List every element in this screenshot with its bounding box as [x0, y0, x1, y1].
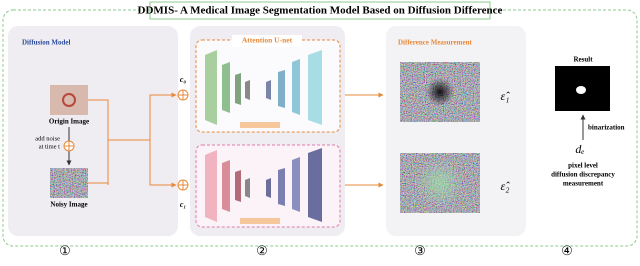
- noisy-image: [50, 168, 88, 198]
- arrow: [108, 92, 177, 141]
- panel-title: Difference Measurement: [398, 39, 472, 47]
- layer: [308, 50, 322, 125]
- metric: dₑ: [575, 142, 584, 156]
- layer: [222, 62, 230, 113]
- glow-center: [416, 159, 464, 207]
- plus: [178, 90, 188, 100]
- lesion: [62, 93, 76, 107]
- layer: [292, 157, 300, 212]
- epsilon: ε̂₁: [501, 89, 511, 103]
- epsilon: ε̂₂: [501, 179, 511, 193]
- origin-image: [50, 85, 88, 115]
- connector: [88, 99, 109, 185]
- step: ①: [59, 243, 71, 258]
- condition: c₁: [180, 200, 186, 209]
- step: ④: [561, 243, 573, 258]
- layer: [222, 160, 230, 212]
- layer: [266, 178, 271, 198]
- layer: [308, 148, 322, 222]
- layer: [205, 50, 217, 125]
- label: measurement: [563, 180, 604, 188]
- title: DDMIS- A Medical Image Segmentation Mode…: [138, 5, 503, 17]
- label: add noise: [35, 135, 60, 142]
- layer: [266, 80, 271, 100]
- layer: [235, 73, 241, 105]
- layer: [235, 170, 241, 202]
- layer: [245, 178, 250, 198]
- label: at time t: [39, 143, 60, 150]
- arrow: [149, 140, 177, 188]
- layer: [245, 80, 250, 100]
- label: diffusion discrepancy: [551, 171, 615, 179]
- condition: c₀: [180, 75, 187, 84]
- layer: [205, 150, 217, 222]
- label: pixel level: [568, 162, 598, 170]
- label: Noisy Image: [50, 201, 87, 209]
- dark-center: [426, 78, 454, 106]
- panel-title: Attention U-net: [242, 36, 293, 45]
- panel-title: Result: [573, 56, 593, 64]
- flow-arrow: [240, 122, 280, 128]
- flow-arrow: [240, 218, 280, 224]
- label: Origin Image: [49, 118, 89, 126]
- plus: [178, 180, 188, 190]
- title-box: [149, 1, 491, 20]
- layer: [278, 70, 285, 108]
- step: ②: [256, 243, 268, 258]
- layer: [278, 168, 285, 206]
- step: ③: [414, 243, 426, 258]
- panel: [8, 26, 178, 236]
- layer: [292, 59, 300, 115]
- title-bg: [232, 35, 302, 47]
- label: binarization: [588, 124, 625, 132]
- panel-title: Diffusion Model: [22, 39, 70, 47]
- segmented-region: [576, 86, 586, 94]
- plus: [64, 141, 74, 151]
